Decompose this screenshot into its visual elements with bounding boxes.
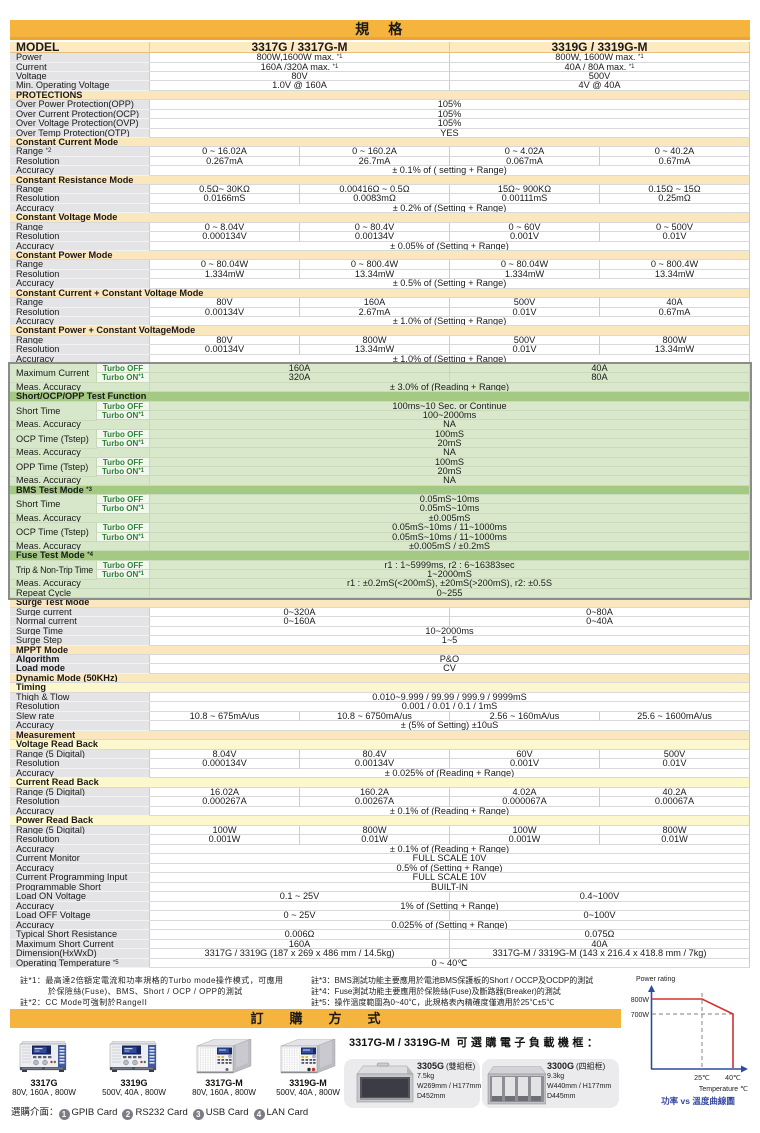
svg-text:700W: 700W	[631, 1012, 650, 1019]
svg-text:Temperature ℃: Temperature ℃	[699, 1086, 748, 1093]
svg-text:功率 vs 溫度曲線圖: 功率 vs 溫度曲線圖	[661, 1096, 735, 1106]
svg-text:40℃: 40℃	[725, 1075, 741, 1082]
svg-text:25℃: 25℃	[694, 1075, 710, 1082]
svg-text:800W: 800W	[631, 997, 650, 1004]
svg-text:Power rating: Power rating	[636, 976, 675, 983]
